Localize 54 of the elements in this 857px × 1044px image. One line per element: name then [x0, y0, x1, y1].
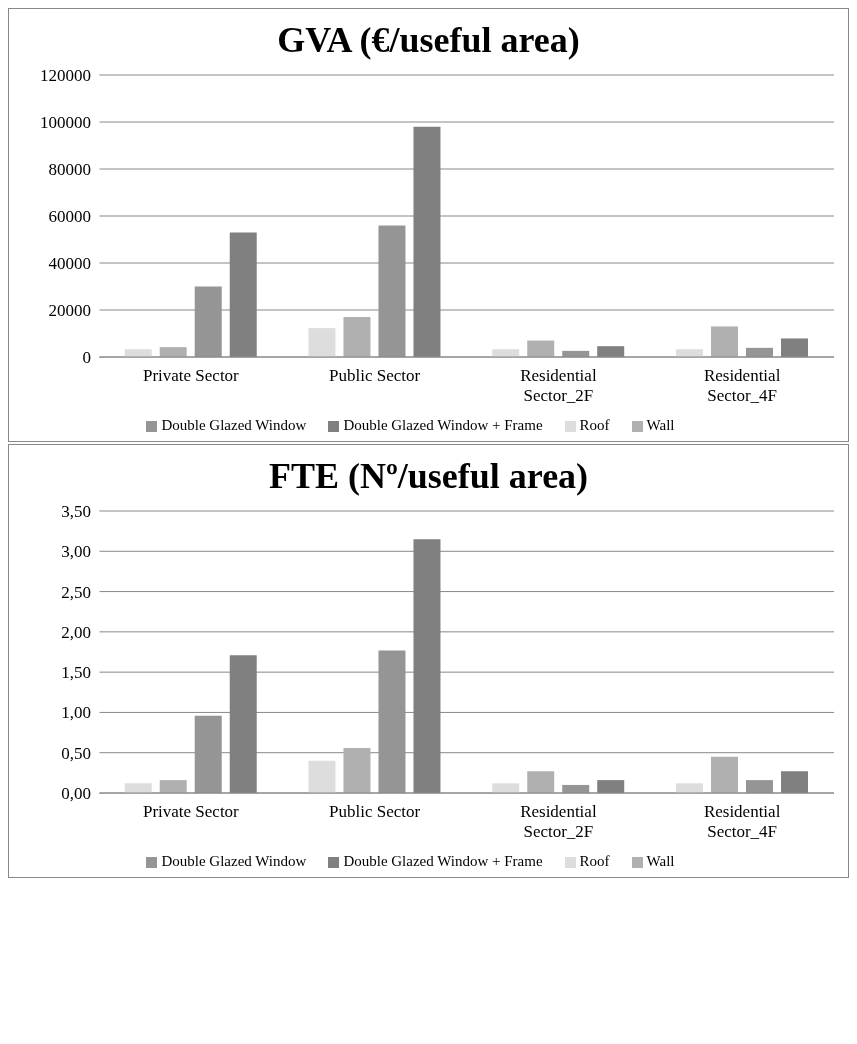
- y-tick-label: 1,50: [61, 663, 91, 683]
- legend-label: Roof: [579, 853, 610, 869]
- bar: [378, 225, 406, 357]
- legend-label: Roof: [579, 417, 610, 433]
- y-tick-label: 20000: [48, 301, 91, 321]
- bar: [159, 347, 187, 357]
- bar: [675, 349, 703, 357]
- legend-label: Double Glazed Window + Frame: [343, 853, 543, 869]
- y-tick-label: 3,00: [61, 542, 91, 562]
- bar: [710, 326, 738, 357]
- chart-title: FTE (Nº/useful area): [267, 455, 590, 498]
- x-tick-label: Private Sector: [142, 366, 240, 385]
- x-tick-label: Residential Sector_4F: [703, 802, 781, 841]
- y-tick-label: 0,00: [61, 784, 91, 804]
- y-tick-label: 60000: [48, 207, 91, 227]
- y-tick-label: 2,50: [61, 582, 91, 602]
- y-tick-label: 100000: [40, 113, 91, 133]
- y-tick-label: 40000: [48, 254, 91, 274]
- y-tick-label: 1,00: [61, 703, 91, 723]
- bar: [194, 286, 222, 357]
- x-tick-label: Public Sector: [329, 366, 421, 385]
- bar: [745, 780, 773, 793]
- x-tick-label: Residential Sector_2F: [520, 366, 597, 405]
- legend-label: Double Glazed Window: [161, 853, 307, 869]
- bar: [124, 783, 152, 793]
- y-tick-label: 0,50: [61, 743, 91, 763]
- bar: [159, 780, 187, 793]
- bar: [527, 771, 555, 793]
- bar: [378, 650, 406, 793]
- bar: [343, 317, 371, 357]
- x-tick-label: Residential Sector_4F: [703, 366, 781, 405]
- bar: [710, 756, 738, 793]
- chart-title: GVA (€/useful area): [276, 19, 581, 62]
- bar: [194, 715, 222, 793]
- bar: [308, 760, 336, 793]
- legend-label: Wall: [646, 417, 675, 433]
- y-tick-label: 120000: [40, 66, 91, 86]
- legend-label: Wall: [646, 853, 675, 869]
- y-tick-label: 2,00: [61, 622, 91, 642]
- bar: [343, 747, 371, 793]
- y-tick-label: 3,50: [61, 502, 91, 522]
- legend-label: Double Glazed Window + Frame: [343, 417, 543, 433]
- y-tick-label: 80000: [48, 160, 91, 180]
- y-tick-label: 0: [82, 348, 91, 368]
- bar: [675, 783, 703, 793]
- x-tick-label: Residential Sector_2F: [520, 802, 597, 841]
- bar: [527, 340, 555, 357]
- bar: [492, 349, 520, 357]
- x-tick-label: Public Sector: [329, 802, 421, 821]
- bar: [308, 328, 336, 357]
- legend-label: Double Glazed Window: [161, 417, 307, 433]
- bar: [124, 349, 152, 357]
- x-tick-label: Private Sector: [142, 802, 240, 821]
- bar: [492, 783, 520, 793]
